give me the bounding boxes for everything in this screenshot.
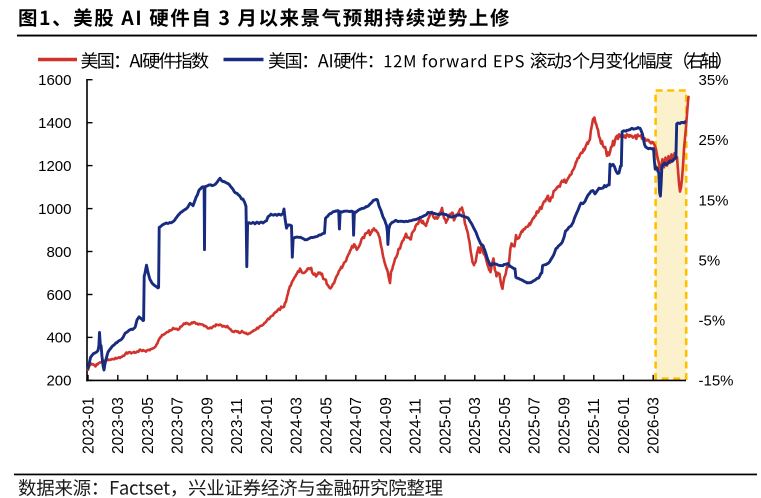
svg-text:200: 200	[46, 373, 71, 390]
svg-text:2024-11: 2024-11	[408, 398, 425, 454]
svg-text:2024-09: 2024-09	[378, 397, 395, 454]
svg-text:2023-01: 2023-01	[80, 397, 97, 454]
svg-text:2023-07: 2023-07	[170, 397, 187, 454]
svg-text:35%: 35%	[699, 72, 729, 89]
svg-text:2024-03: 2024-03	[289, 397, 306, 454]
svg-text:-15%: -15%	[699, 373, 734, 390]
svg-text:2025-05: 2025-05	[497, 397, 514, 454]
svg-text:2023-09: 2023-09	[199, 397, 216, 454]
svg-text:5%: 5%	[699, 252, 721, 269]
svg-text:2023-11: 2023-11	[229, 398, 246, 454]
svg-text:2025-09: 2025-09	[556, 397, 573, 454]
svg-text:-5%: -5%	[699, 313, 726, 330]
svg-text:1000: 1000	[38, 201, 71, 218]
svg-text:2024-01: 2024-01	[259, 397, 276, 454]
svg-text:2024-07: 2024-07	[348, 397, 365, 454]
svg-text:600: 600	[46, 287, 71, 304]
svg-text:15%: 15%	[699, 192, 729, 209]
svg-text:2025-07: 2025-07	[527, 397, 544, 454]
svg-text:2024-05: 2024-05	[318, 397, 335, 454]
svg-text:2026-01: 2026-01	[616, 397, 633, 454]
svg-text:2025-03: 2025-03	[467, 397, 484, 454]
svg-text:1200: 1200	[38, 158, 71, 175]
svg-text:2023-03: 2023-03	[110, 397, 127, 454]
svg-text:2023-05: 2023-05	[140, 397, 157, 454]
svg-text:1600: 1600	[38, 72, 71, 89]
svg-text:2025-11: 2025-11	[586, 398, 603, 454]
svg-text:400: 400	[46, 330, 71, 347]
svg-text:2026-03: 2026-03	[646, 397, 663, 454]
svg-text:1400: 1400	[38, 115, 71, 132]
svg-text:800: 800	[46, 244, 71, 261]
svg-text:25%: 25%	[699, 132, 729, 149]
svg-text:2025-01: 2025-01	[437, 397, 454, 454]
